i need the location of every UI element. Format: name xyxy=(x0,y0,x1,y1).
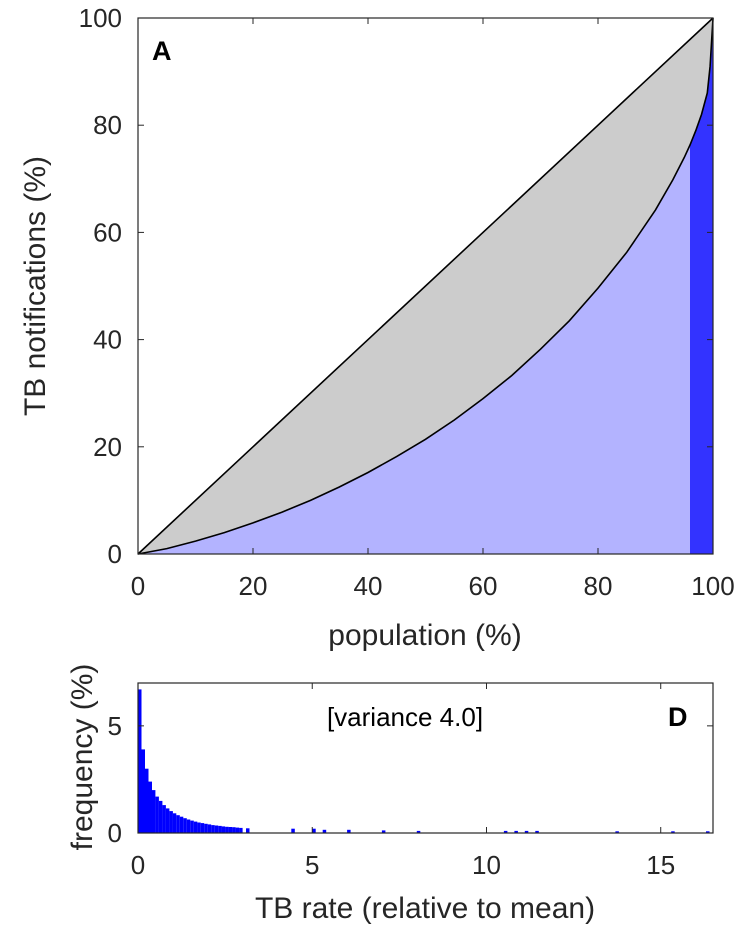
x-tick-label: 10 xyxy=(472,850,501,880)
histogram-bar xyxy=(183,818,187,833)
y-tick-label: 60 xyxy=(93,217,122,247)
x-tick-label: 5 xyxy=(305,850,319,880)
histogram-bar xyxy=(204,823,208,833)
histogram-bar xyxy=(514,830,518,833)
panel-a-lorenz-chart: 0 20 40 60 80 100 0 20 40 60 80 100 A population (%… xyxy=(19,3,735,652)
lorenz-curve xyxy=(137,17,714,555)
panel-d-histogram: 0 5 10 15 0 5 D [variance 4.0] TB rate (relat… xyxy=(66,664,714,925)
histogram-bar xyxy=(671,831,675,833)
y-tick-label: 100 xyxy=(79,3,122,33)
histogram-bar xyxy=(151,790,156,833)
panel-a-axes-box xyxy=(137,17,714,555)
x-tick-label: 20 xyxy=(239,571,268,601)
histogram-bar xyxy=(312,828,316,833)
histogram-bar xyxy=(228,827,233,833)
histogram-bar xyxy=(615,831,619,833)
panel-a-label: A xyxy=(152,36,172,66)
histogram-bar xyxy=(211,825,215,833)
x-tick-label: 0 xyxy=(131,850,145,880)
histogram-bar xyxy=(145,768,149,833)
histogram-bar xyxy=(225,826,229,833)
histogram-bar xyxy=(158,800,163,833)
x-tick-label: 15 xyxy=(646,850,675,880)
histogram-bar xyxy=(524,830,529,833)
x-tick-label: 80 xyxy=(584,571,613,601)
histogram-bar xyxy=(176,815,180,833)
histogram-bar xyxy=(165,808,170,833)
histogram-bar xyxy=(232,827,236,833)
y-tick-label: 40 xyxy=(93,325,122,355)
y-tick-label: 80 xyxy=(93,110,122,140)
panel-d-label: D xyxy=(668,702,688,732)
x-tick-label: 0 xyxy=(131,571,145,601)
panel-d-y-axis-label: frequency (%) xyxy=(66,664,99,851)
histogram-bar xyxy=(190,820,194,833)
histogram-bar xyxy=(155,796,159,833)
histogram-bar xyxy=(291,828,295,833)
histogram-bar xyxy=(138,689,142,833)
highlight-region xyxy=(690,18,713,554)
histogram-bar xyxy=(235,827,240,833)
y-tick-label: 5 xyxy=(108,711,122,741)
histogram-bar xyxy=(169,811,173,833)
histogram-bar xyxy=(221,826,226,833)
histogram-bar xyxy=(322,829,327,833)
histogram-bar xyxy=(246,828,250,833)
histogram-bar xyxy=(239,827,243,833)
equality-line xyxy=(137,17,714,555)
histogram-bar xyxy=(186,819,191,833)
histogram-bar xyxy=(179,816,184,833)
panel-d-x-axis-label: TB rate (relative to mean) xyxy=(255,892,595,925)
histogram-bar xyxy=(503,830,508,833)
histogram-bar xyxy=(148,781,152,833)
panel-d-axes-box xyxy=(137,682,714,834)
x-tick-label: 100 xyxy=(691,571,734,601)
histogram-bar xyxy=(706,831,710,833)
histogram-bar xyxy=(197,822,201,833)
x-tick-label: 40 xyxy=(354,571,383,601)
histogram-bar xyxy=(214,825,219,833)
y-tick-label: 0 xyxy=(108,539,122,569)
under-curve-area xyxy=(138,18,713,554)
x-tick-label: 60 xyxy=(469,571,498,601)
histogram-bar xyxy=(207,824,212,833)
y-tick-label: 0 xyxy=(108,818,122,848)
panel-a-x-axis-label: population (%) xyxy=(328,619,521,652)
histogram-bar xyxy=(172,813,177,833)
histogram-bar xyxy=(162,805,166,833)
histogram-bar xyxy=(141,749,145,833)
histogram-bar xyxy=(416,830,421,833)
histogram-bar xyxy=(218,825,222,833)
histogram-bar xyxy=(381,830,386,833)
panel-a-y-axis-label: TB notifications (%) xyxy=(19,156,52,416)
histogram-bar xyxy=(200,823,205,833)
panel-d-annotation: [variance 4.0] xyxy=(327,702,483,732)
y-tick-label: 20 xyxy=(93,432,122,462)
histogram-bar xyxy=(347,829,351,833)
histogram-bar xyxy=(535,830,539,833)
histogram-bar xyxy=(193,821,198,833)
